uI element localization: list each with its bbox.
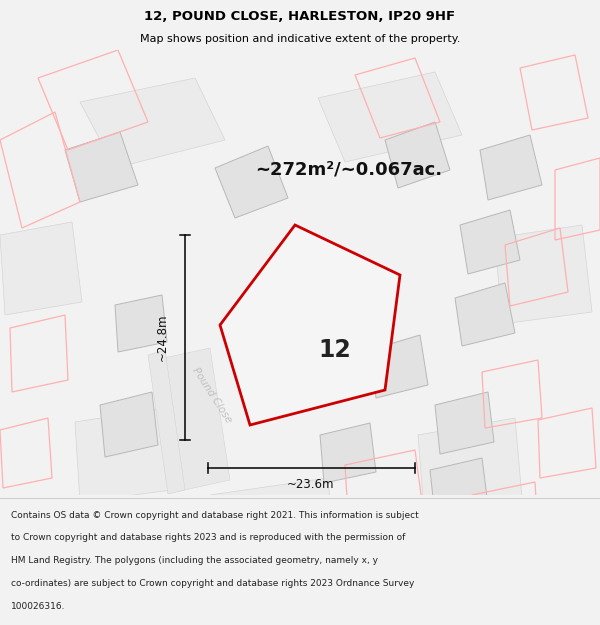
Text: ~24.8m: ~24.8m <box>155 313 169 361</box>
Polygon shape <box>320 423 376 483</box>
Text: Map shows position and indicative extent of the property.: Map shows position and indicative extent… <box>140 34 460 44</box>
Polygon shape <box>418 418 522 512</box>
Text: ~272m²/~0.067ac.: ~272m²/~0.067ac. <box>255 161 442 179</box>
Polygon shape <box>0 222 82 315</box>
Polygon shape <box>480 135 542 200</box>
Text: to Crown copyright and database rights 2023 and is reproduced with the permissio: to Crown copyright and database rights 2… <box>11 533 405 542</box>
Polygon shape <box>455 283 515 346</box>
Polygon shape <box>100 392 158 457</box>
Polygon shape <box>115 295 167 352</box>
Text: 12: 12 <box>319 338 352 362</box>
Polygon shape <box>460 210 520 274</box>
Polygon shape <box>435 392 494 454</box>
Polygon shape <box>148 350 185 494</box>
Polygon shape <box>65 132 138 202</box>
Polygon shape <box>385 122 450 188</box>
Polygon shape <box>215 146 288 218</box>
Text: Contains OS data © Crown copyright and database right 2021. This information is : Contains OS data © Crown copyright and d… <box>11 511 419 519</box>
Polygon shape <box>75 408 172 502</box>
Text: 100026316.: 100026316. <box>11 602 65 611</box>
Polygon shape <box>220 225 400 425</box>
Polygon shape <box>370 335 428 398</box>
Text: 12, POUND CLOSE, HARLESTON, IP20 9HF: 12, POUND CLOSE, HARLESTON, IP20 9HF <box>145 9 455 22</box>
Polygon shape <box>430 458 488 516</box>
Polygon shape <box>210 478 334 550</box>
Text: co-ordinates) are subject to Crown copyright and database rights 2023 Ordnance S: co-ordinates) are subject to Crown copyr… <box>11 579 414 588</box>
Text: Pound Close: Pound Close <box>190 366 233 424</box>
Text: ~23.6m: ~23.6m <box>286 478 334 491</box>
Polygon shape <box>80 78 225 168</box>
Polygon shape <box>318 72 462 162</box>
Polygon shape <box>495 225 592 324</box>
Polygon shape <box>155 348 230 492</box>
Text: HM Land Registry. The polygons (including the associated geometry, namely x, y: HM Land Registry. The polygons (includin… <box>11 556 378 565</box>
